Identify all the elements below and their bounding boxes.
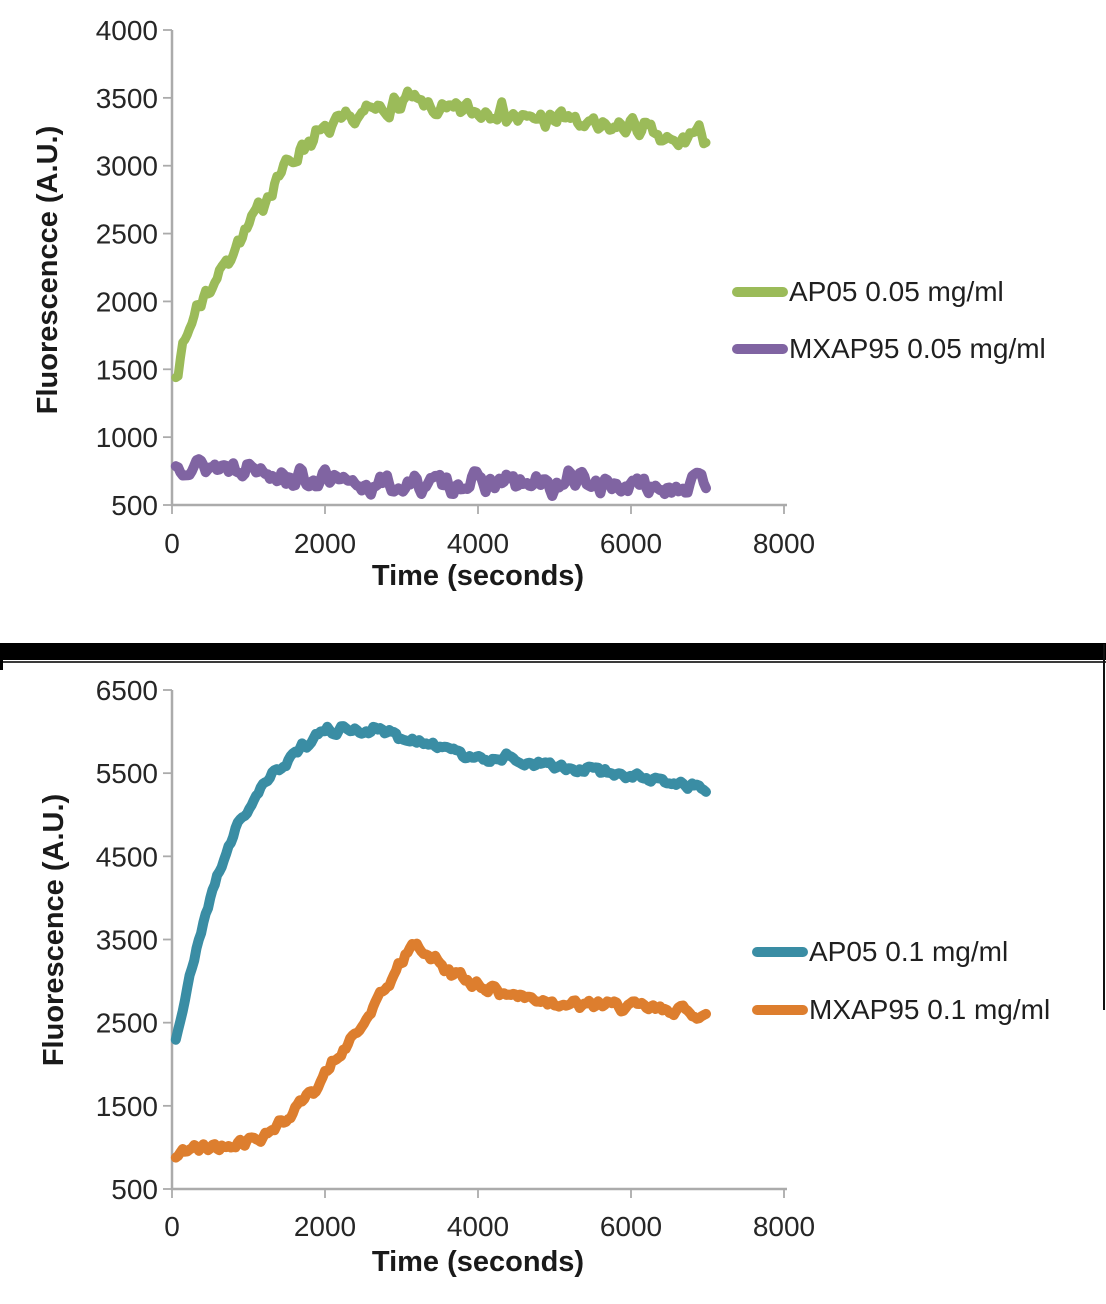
y-tick-label: 2500 bbox=[96, 1008, 158, 1039]
y-tick-label: 2500 bbox=[96, 219, 158, 250]
axis-lines bbox=[170, 690, 787, 1191]
divider-hairline bbox=[0, 661, 1106, 663]
x-tick-label: 4000 bbox=[447, 528, 509, 559]
right-edge-line bbox=[1103, 644, 1105, 1010]
x-tick-label: 6000 bbox=[600, 528, 662, 559]
y-tick-label: 6500 bbox=[96, 675, 158, 706]
y-tick-label: 1000 bbox=[96, 422, 158, 453]
y-tick-label: 500 bbox=[111, 490, 158, 521]
y-tick-label: 2000 bbox=[96, 286, 158, 317]
x-tick-label: 2000 bbox=[294, 1211, 356, 1242]
y-tick-label: 3000 bbox=[96, 151, 158, 182]
legend-item-mxap95-01: MXAP95 0.1 mg/ml bbox=[752, 993, 1050, 1027]
legend-label-mxap95-005: MXAP95 0.05 mg/ml bbox=[789, 333, 1046, 364]
divider-bar bbox=[0, 643, 1106, 660]
divider-left-notch bbox=[0, 660, 3, 670]
legend-label-ap05-005: AP05 0.05 mg/ml bbox=[789, 276, 1004, 307]
x-tick-label: 0 bbox=[164, 528, 180, 559]
legend-label-ap05-01: AP05 0.1 mg/ml bbox=[809, 936, 1009, 967]
series-line-mxap95-0-1-mg-ml bbox=[170, 938, 711, 1163]
y-tick-label: 1500 bbox=[96, 354, 158, 385]
legend-item-ap05-01: AP05 0.1 mg/ml bbox=[752, 935, 1008, 969]
series-line-mxap95-0-05-mg-ml bbox=[170, 454, 711, 501]
x-tick-label: 2000 bbox=[294, 528, 356, 559]
x-tick-label: 8000 bbox=[753, 528, 815, 559]
legend-swatch-ap05-01 bbox=[752, 947, 808, 957]
axis-lines bbox=[170, 30, 787, 507]
y-tick-label: 3500 bbox=[96, 925, 158, 956]
legend-label-mxap95-01: MXAP95 0.1 mg/ml bbox=[809, 994, 1051, 1025]
bottom-y-axis-title: Fluorescence (A.U.) bbox=[38, 793, 70, 1067]
y-tick-label: 5500 bbox=[96, 758, 158, 789]
top-x-axis-title: Time (seconds) bbox=[371, 560, 585, 592]
legend-swatch-mxap95-01 bbox=[752, 1005, 808, 1015]
y-tick-label: 4500 bbox=[96, 841, 158, 872]
legend-swatch-mxap95-005 bbox=[732, 344, 788, 354]
legend-swatch-ap05-005 bbox=[732, 287, 788, 297]
x-tick-label: 6000 bbox=[600, 1211, 662, 1242]
legend-item-ap05-005: AP05 0.05 mg/ml bbox=[732, 275, 1004, 309]
x-tick-label: 8000 bbox=[753, 1211, 815, 1242]
series-line-ap05-0-05-mg-ml bbox=[171, 86, 711, 383]
legend-item-mxap95-005: MXAP95 0.05 mg/ml bbox=[732, 332, 1046, 366]
y-tick-label: 4000 bbox=[96, 15, 158, 46]
top-y-axis-title: Fluorescencce (A.U.) bbox=[32, 125, 64, 415]
x-tick-label: 0 bbox=[164, 1211, 180, 1242]
series-line-ap05-0-1-mg-ml bbox=[170, 721, 711, 1045]
y-tick-label: 3500 bbox=[96, 83, 158, 114]
bottom-x-axis-title: Time (seconds) bbox=[371, 1246, 585, 1278]
y-tick-label: 1500 bbox=[96, 1091, 158, 1122]
x-tick-label: 4000 bbox=[447, 1211, 509, 1242]
y-tick-label: 500 bbox=[111, 1174, 158, 1205]
